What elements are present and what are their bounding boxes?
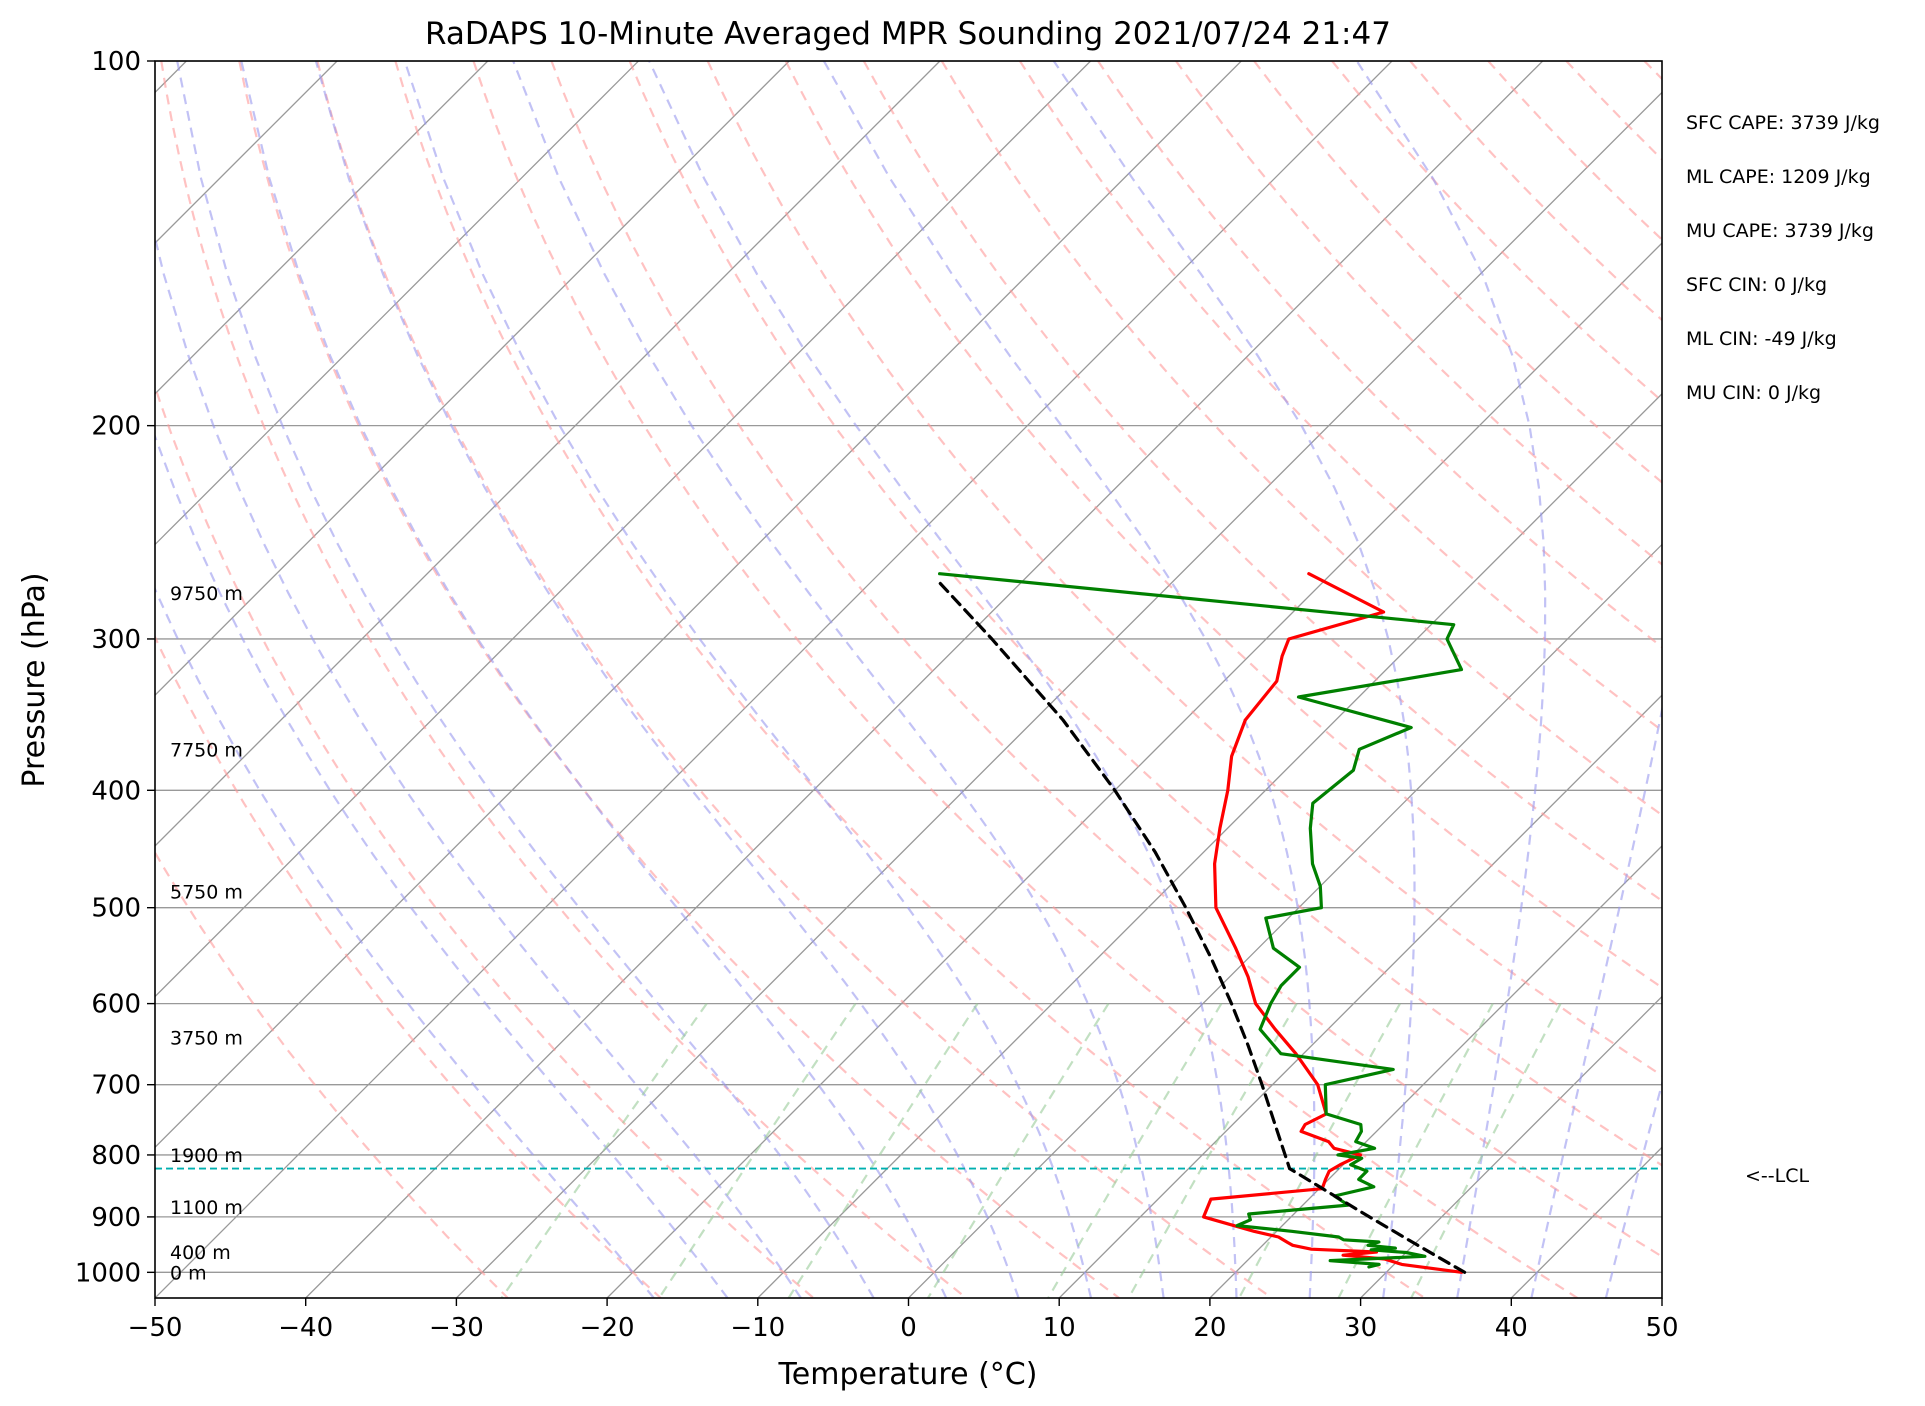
- dry-adiabat: [238, 61, 1120, 1298]
- isotherm-line: [155, 61, 1092, 998]
- x-tick-label: 50: [1645, 1313, 1678, 1343]
- parcel-profile: [938, 581, 1467, 1274]
- mixing-ratio-line: [1238, 1003, 1401, 1298]
- x-axis-ticks: −50 −40 −30 −20 −10 0 10 20 30 40 50: [128, 1298, 1679, 1343]
- moist-adiabat: [314, 61, 1020, 1298]
- moist-adiabat: [155, 233, 802, 1298]
- isotherm-line: [908, 543, 1662, 1298]
- isotherm-line: [155, 61, 639, 546]
- x-tick-label: 20: [1193, 1313, 1226, 1343]
- stability-annotation: ML CAPE: 1209 J/kg: [1686, 166, 1871, 188]
- grid-lines: [155, 61, 1662, 1298]
- dry-adiabat: [155, 634, 662, 1298]
- moist-adiabat: [648, 61, 1238, 1298]
- moist-adiabat: [155, 586, 655, 1298]
- moist-adiabat: [240, 61, 948, 1298]
- y-tick-label: 100: [91, 47, 141, 77]
- stability-annotation: SFC CIN: 0 J/kg: [1686, 274, 1827, 296]
- moist-adiabat: [155, 433, 729, 1298]
- dry-adiabat: [628, 61, 1662, 1167]
- stability-annotation: SFC CAPE: 3739 J/kg: [1686, 112, 1880, 134]
- mixing-ratio-line: [1337, 1003, 1494, 1298]
- y-tick-label: 600: [91, 990, 141, 1020]
- dry-adiabat: [160, 61, 967, 1298]
- temperature-profile: [1202, 572, 1464, 1274]
- y-tick-label: 300: [91, 625, 141, 655]
- isotherm-line: [1360, 995, 1662, 1298]
- moist-adiabat: [1355, 61, 1547, 1298]
- y-axis-ticks: 100 200 300 400 500 600 700 800 900 1000: [75, 47, 155, 1288]
- mixing-ratio-line: [500, 1002, 708, 1298]
- height-label: 5750 m: [170, 882, 243, 904]
- height-label: 7750 m: [170, 739, 243, 761]
- dewpoint-profile: [938, 572, 1464, 1269]
- lcl-label: <--LCL: [1745, 1165, 1809, 1187]
- isotherm-line: [155, 61, 1242, 1149]
- y-tick-label: 500: [91, 894, 141, 924]
- dry-adiabat: [155, 383, 815, 1298]
- mixing-ratio-line: [1127, 1003, 1298, 1298]
- height-label: 0 m: [170, 1262, 207, 1284]
- y-tick-label: 400: [91, 776, 141, 806]
- dry-adiabat: [706, 61, 1662, 1077]
- x-tick-label: 0: [900, 1313, 917, 1343]
- moist-adiabat: [403, 61, 1093, 1298]
- sounding-lines: [938, 572, 1467, 1274]
- moist-adiabat: [512, 61, 1165, 1298]
- dry-adiabat: [550, 61, 1662, 1258]
- chart-title: RaDAPS 10-Minute Averaged MPR Sounding 2…: [425, 16, 1391, 52]
- mixing-ratio-line: [1410, 1003, 1562, 1298]
- x-tick-label: −20: [580, 1313, 635, 1343]
- dry-adiabat: [316, 61, 1273, 1298]
- mixing-ratio-line: [1047, 1003, 1223, 1298]
- mixing-ratio-line: [658, 1002, 857, 1298]
- isotherm-line: [155, 61, 1393, 1298]
- moist-adiabat: [176, 61, 875, 1298]
- mixing-ratio-line: [927, 1003, 1110, 1298]
- dry-adiabat: [155, 850, 509, 1298]
- height-label: 1900 m: [170, 1145, 243, 1167]
- y-tick-label: 200: [91, 412, 141, 442]
- y-axis-label: Pressure (hPa): [17, 572, 52, 787]
- y-tick-label: 900: [91, 1203, 141, 1233]
- isotherm-line: [155, 61, 790, 697]
- height-label: 400 m: [170, 1242, 231, 1264]
- x-tick-label: 40: [1495, 1313, 1528, 1343]
- y-tick-label: 800: [91, 1141, 141, 1171]
- x-tick-label: −10: [730, 1313, 785, 1343]
- dry-adiabat: [472, 61, 1579, 1298]
- x-axis-label: Temperature (°C): [778, 1357, 1038, 1392]
- dry-adiabat: [394, 61, 1426, 1298]
- height-label: 1100 m: [170, 1197, 243, 1219]
- y-tick-label: 700: [91, 1071, 141, 1101]
- height-label: 9750 m: [170, 583, 243, 605]
- x-tick-label: 10: [1043, 1313, 1076, 1343]
- dry-adiabat: [862, 61, 1662, 903]
- x-tick-label: −50: [128, 1313, 183, 1343]
- dry-adiabat: [1331, 61, 1662, 403]
- height-label: 3750 m: [170, 1028, 243, 1050]
- isotherm-line: [1209, 844, 1662, 1298]
- isotherm-line: [305, 61, 1544, 1298]
- isotherm-line: [1058, 694, 1662, 1298]
- isotherm-line: [455, 91, 1662, 1298]
- dry-adiabat: [784, 61, 1662, 989]
- isotherm-line: [155, 61, 941, 847]
- mixing-ratio-line: [787, 1002, 979, 1298]
- moist-adiabat: [1052, 61, 1416, 1298]
- x-tick-label: −40: [278, 1313, 333, 1343]
- stability-annotations: SFC CAPE: 3739 J/kg ML CAPE: 1209 J/kg MU …: [1686, 112, 1880, 404]
- stability-annotation: MU CAPE: 3739 J/kg: [1686, 220, 1874, 242]
- dry-adiabat: [1097, 61, 1662, 649]
- isotherm-line: [155, 61, 489, 395]
- x-tick-label: −30: [429, 1313, 484, 1343]
- stability-annotation: ML CIN: -49 J/kg: [1686, 328, 1837, 350]
- y-tick-label: 1000: [75, 1258, 141, 1288]
- moist-adiabat: [822, 61, 1316, 1298]
- stability-annotation: MU CIN: 0 J/kg: [1686, 382, 1821, 404]
- x-tick-label: 30: [1344, 1313, 1377, 1343]
